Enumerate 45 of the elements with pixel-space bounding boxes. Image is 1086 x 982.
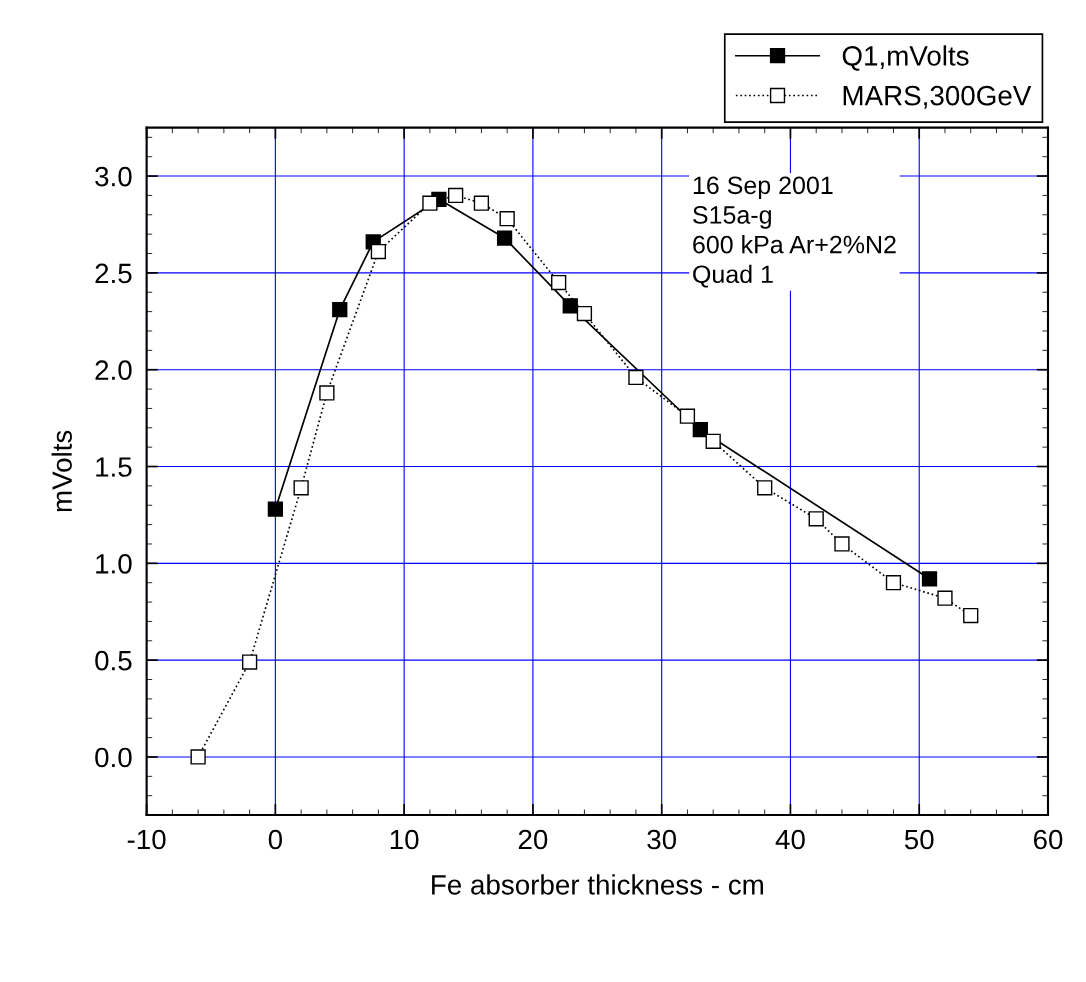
point — [679, 408, 696, 424]
y-tick-label: 1.5 — [96, 457, 132, 477]
x-tick-label: 20 — [518, 829, 548, 850]
x-tick-label: 60 — [1033, 829, 1063, 850]
x-tick-label: 10 — [390, 829, 419, 850]
y-tick-label: 1.0 — [96, 554, 132, 574]
x-tick-label: 50 — [904, 829, 934, 850]
point — [293, 480, 309, 496]
point — [808, 511, 824, 527]
point — [319, 385, 335, 401]
point — [496, 230, 513, 246]
y-tick-label: 0.5 — [95, 650, 132, 671]
y-tick-label: 2.5 — [95, 263, 132, 284]
point — [551, 274, 567, 291]
point — [963, 607, 979, 624]
x-tick-label: 30 — [647, 829, 677, 850]
y-axis-title: mVolts — [51, 430, 72, 512]
point — [448, 187, 464, 204]
point — [190, 749, 206, 765]
point — [834, 536, 850, 552]
legend-label: Q1,mVolts — [842, 45, 969, 71]
y-tick-label: 2.0 — [95, 360, 132, 381]
point — [422, 195, 438, 211]
point — [241, 654, 258, 670]
point — [499, 211, 515, 227]
y-tick-label: 3.0 — [95, 166, 132, 187]
point — [473, 195, 490, 211]
x-axis-title: Fe absorber thickness - cm — [432, 874, 763, 895]
x-tick-label: 40 — [775, 829, 805, 850]
point — [370, 243, 387, 260]
point — [937, 590, 953, 606]
point — [705, 433, 721, 449]
point — [576, 305, 593, 322]
annotation: 16 Sep 2001 S15a-g 600 kPa Ar+2%N2 Quad 1 — [693, 176, 896, 288]
point — [562, 298, 578, 314]
point — [332, 302, 348, 318]
point — [757, 480, 773, 496]
point — [885, 575, 902, 591]
x-tick-label: 0 — [268, 829, 283, 850]
point — [921, 571, 938, 587]
y-tick-label: 0.0 — [95, 747, 132, 768]
legend-label: MARS,300GeV — [843, 85, 1032, 109]
point — [628, 369, 644, 386]
point — [267, 501, 284, 517]
x-tick-label: -10 — [127, 829, 166, 850]
